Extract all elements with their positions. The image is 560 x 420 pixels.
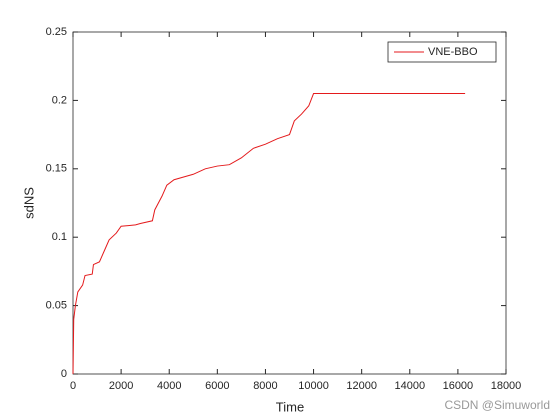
x-tick-label: 10000 — [298, 380, 329, 392]
x-tick-label: 18000 — [491, 380, 522, 392]
y-tick-label: 0.1 — [52, 231, 67, 243]
watermark: CSDN @Simuworld — [444, 398, 550, 412]
y-tick-label: 0.25 — [46, 26, 67, 38]
y-tick-label: 0.05 — [46, 300, 67, 312]
y-tick-label: 0.2 — [52, 94, 67, 106]
x-tick-label: 4000 — [157, 380, 181, 392]
x-axis-label: Time — [276, 399, 304, 414]
x-tick-label: 16000 — [443, 380, 474, 392]
y-tick-label: 0 — [61, 368, 67, 380]
legend-box — [387, 41, 497, 63]
x-tick-label: 0 — [70, 380, 76, 392]
plot-frame — [72, 31, 507, 375]
x-tick-label: 6000 — [205, 380, 229, 392]
y-axis-label: sdNS — [21, 187, 36, 219]
legend-label: VNE-BBO — [428, 46, 478, 58]
x-tick-label: 2000 — [109, 380, 133, 392]
x-tick-label: 14000 — [394, 380, 425, 392]
y-tick-label: 0.15 — [46, 163, 67, 175]
x-tick-label: 12000 — [346, 380, 377, 392]
line — [72, 93, 466, 375]
x-tick-label: 8000 — [253, 380, 277, 392]
